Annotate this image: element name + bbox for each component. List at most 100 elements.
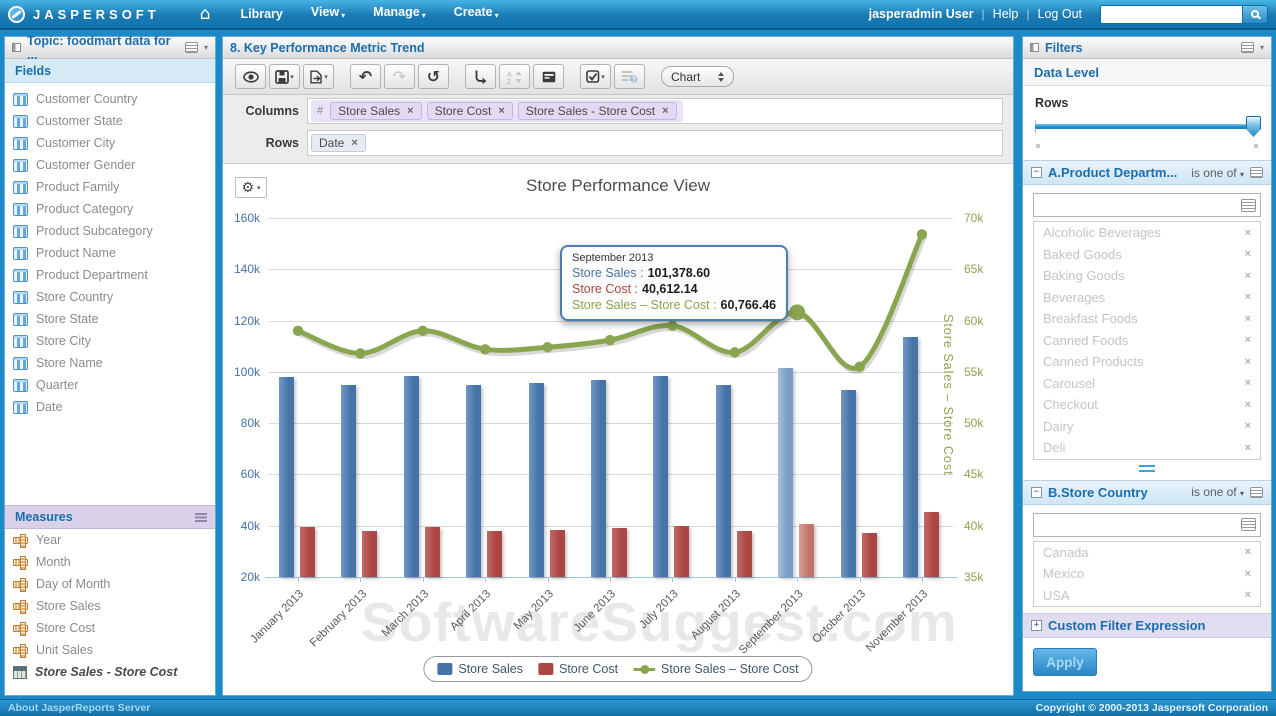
remove-icon[interactable]: × [1245,568,1251,580]
columns-dropzone[interactable]: # Store Sales×Store Cost×Store Sales - S… [307,98,1003,124]
filter-value-item[interactable]: Canned Foods× [1034,330,1260,352]
line-point[interactable] [605,335,615,345]
field-item[interactable]: Customer Gender [5,154,215,176]
field-item[interactable]: Customer City [5,132,215,154]
remove-icon[interactable]: × [1245,356,1251,368]
slider-handle[interactable] [1246,116,1261,137]
menu-icon[interactable] [195,513,207,522]
input-controls-button[interactable]: ? [614,64,645,89]
help-link[interactable]: Help [993,7,1019,21]
export-button[interactable]: ▾ [303,64,334,89]
field-pill[interactable]: Date× [311,134,366,152]
jaspersoft-logo[interactable]: JASPERSOFT [8,6,160,23]
filter-value-item[interactable]: Baked Goods× [1034,244,1260,266]
filter-operator-select[interactable]: is one of ▾ [1191,166,1244,180]
collapse-icon[interactable]: − [1031,487,1042,498]
line-point[interactable] [480,344,490,354]
line-point[interactable] [542,342,552,352]
line-point[interactable] [730,347,740,357]
remove-icon[interactable]: × [662,106,668,117]
collapse-icon[interactable]: − [1031,167,1042,178]
filter-value-item[interactable]: Checkout× [1034,394,1260,416]
undo-button[interactable]: ↶ [350,64,381,89]
remove-icon[interactable]: × [1245,313,1251,325]
filter-value-item[interactable]: USA× [1034,585,1260,607]
chart-settings-button[interactable]: ⚙ ▾ [235,177,267,198]
user-menu[interactable]: jasperadmin User [869,7,974,21]
filter-section-header[interactable]: −B.Store Countryis one of ▾ [1023,480,1271,505]
field-item[interactable]: Store State [5,308,215,330]
logout-link[interactable]: Log Out [1038,7,1082,21]
filter-value-item[interactable]: Baking Goods× [1034,265,1260,287]
remove-icon[interactable]: × [1245,334,1251,346]
field-pill[interactable]: Store Sales - Store Cost× [518,102,677,120]
filter-value-item[interactable]: Deli× [1034,437,1260,459]
filter-value-item[interactable]: Canned Products× [1034,351,1260,373]
search-button[interactable] [1242,5,1268,24]
remove-icon[interactable]: × [498,106,504,117]
remove-icon[interactable]: × [1245,589,1251,601]
line-point[interactable] [355,348,365,358]
home-icon[interactable]: ⌂ [188,0,223,28]
field-item[interactable]: Product Subcategory [5,220,215,242]
remove-icon[interactable]: × [1245,442,1251,454]
measure-item[interactable]: Unit Sales [5,639,215,661]
filter-value-item[interactable]: Beverages× [1034,287,1260,309]
remove-icon[interactable]: × [1245,291,1251,303]
switch-groups-button[interactable] [465,64,496,89]
custom-filter-header[interactable]: + Custom Filter Expression [1023,613,1271,638]
field-item[interactable]: Product Family [5,176,215,198]
redo-button[interactable]: ↷ [384,64,415,89]
field-item[interactable]: Product Category [5,198,215,220]
measure-item[interactable]: Month [5,551,215,573]
nav-item-manage[interactable]: Manage▾ [359,0,440,30]
remove-icon[interactable]: × [1245,248,1251,260]
panel-menu-icon[interactable] [185,42,198,53]
filter-search-input[interactable] [1033,513,1261,537]
search-input[interactable] [1100,5,1242,24]
apply-button[interactable]: Apply [1033,648,1097,676]
undo-all-button[interactable]: ↺ [418,64,449,89]
measure-item[interactable]: Store Sales [5,595,215,617]
about-link[interactable]: About JasperReports Server [8,702,150,714]
field-item[interactable]: Product Name [5,242,215,264]
field-pill[interactable]: Store Sales× [330,102,421,120]
field-item[interactable]: Quarter [5,374,215,396]
panel-menu-icon[interactable] [1241,42,1254,53]
sort-button[interactable]: AZ [499,64,530,89]
preview-button[interactable] [235,64,266,89]
view-type-select[interactable]: Chart [661,66,734,87]
list-picker-icon[interactable] [1241,199,1256,212]
measure-item[interactable]: Year [5,529,215,551]
filter-value-item[interactable]: Alcoholic Beverages× [1034,222,1260,244]
measure-item[interactable]: Store Cost [5,617,215,639]
list-picker-icon[interactable] [1241,518,1256,531]
remove-icon[interactable]: × [1245,420,1251,432]
save-button[interactable]: ▾ [269,64,300,89]
filter-value-item[interactable]: Canada× [1034,542,1260,564]
filter-value-item[interactable]: Dairy× [1034,416,1260,438]
calculated-measure-item[interactable]: Store Sales - Store Cost [5,661,215,683]
expand-icon[interactable]: + [1031,620,1042,631]
filter-value-item[interactable]: Breakfast Foods× [1034,308,1260,330]
line-point[interactable] [854,362,864,372]
filter-menu-icon[interactable] [1250,487,1263,498]
remove-icon[interactable]: × [1245,377,1251,389]
field-item[interactable]: Store Name [5,352,215,374]
line-point[interactable] [917,229,927,239]
remove-icon[interactable]: × [1245,227,1251,239]
filter-menu-icon[interactable] [1250,167,1263,178]
remove-icon[interactable]: × [351,138,357,149]
filter-operator-select[interactable]: is one of ▾ [1191,485,1244,499]
nav-item-library[interactable]: Library [226,0,296,28]
field-item[interactable]: Date [5,396,215,418]
filter-search-input[interactable] [1033,193,1261,217]
field-item[interactable]: Customer State [5,110,215,132]
filter-section-header[interactable]: −A.Product Departm...is one of ▾ [1023,160,1271,185]
field-item[interactable]: Store City [5,330,215,352]
line-point[interactable] [789,304,805,320]
line-point[interactable] [293,326,303,336]
remove-icon[interactable]: × [1245,270,1251,282]
select-fields-button[interactable]: ▾ [580,64,611,89]
field-pill[interactable]: Store Cost× [427,102,513,120]
